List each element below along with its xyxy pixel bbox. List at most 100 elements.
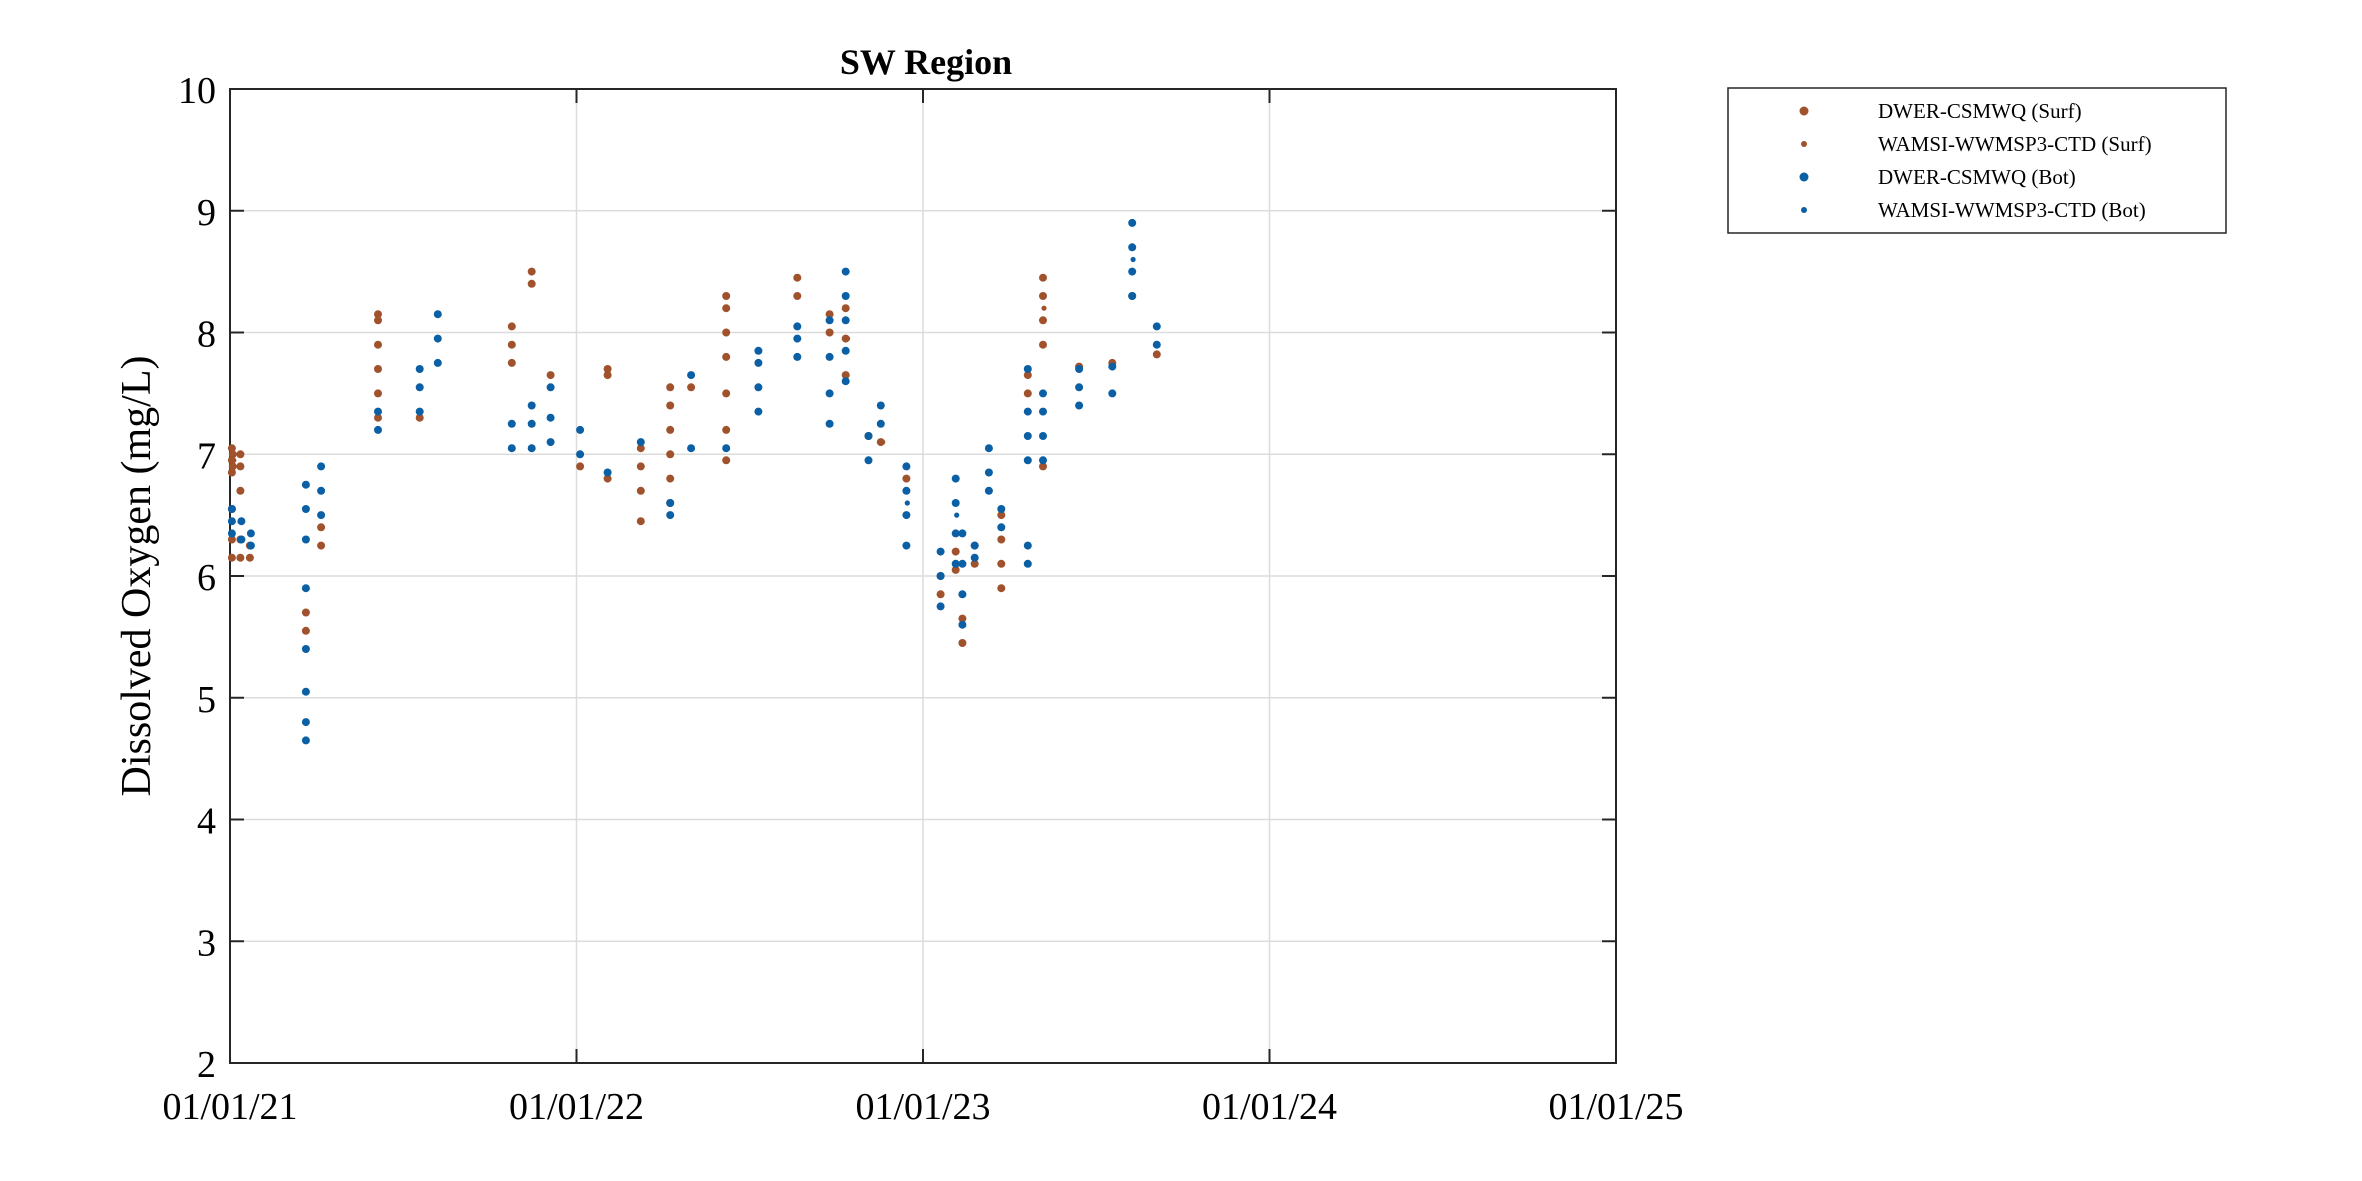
data-point xyxy=(1128,243,1137,252)
data-point xyxy=(317,523,326,532)
data-point xyxy=(237,535,246,544)
data-point xyxy=(841,377,850,386)
data-point xyxy=(317,511,326,520)
data-point xyxy=(374,316,382,325)
data-point xyxy=(527,419,536,428)
data-point xyxy=(825,310,834,319)
x-tick-label: 01/01/24 xyxy=(1202,1086,1337,1128)
data-point xyxy=(415,407,424,416)
data-point xyxy=(793,352,802,361)
legend-marker xyxy=(1801,141,1807,147)
data-point xyxy=(374,413,382,422)
data-point xyxy=(527,444,536,453)
data-point xyxy=(1023,432,1032,440)
data-point xyxy=(527,401,536,410)
legend-box xyxy=(1727,87,2227,234)
legend: DWER-CSMWQ (Surf) WAMSI-WWMSP3-CTD (Surf)… xyxy=(1727,87,2227,234)
data-point xyxy=(825,419,834,428)
data-point xyxy=(1075,401,1084,410)
data-point xyxy=(227,505,236,513)
y-tick-label: 8 xyxy=(197,314,216,356)
data-point xyxy=(301,687,310,696)
data-point xyxy=(374,407,382,416)
data-point xyxy=(246,529,255,538)
data-point xyxy=(902,511,911,520)
legend-label: DWER-CSMWQ (Bot) xyxy=(1878,165,2076,189)
data-point xyxy=(1108,389,1117,398)
data-point xyxy=(236,450,245,459)
data-point xyxy=(997,584,1006,593)
data-point xyxy=(230,518,236,524)
data-point xyxy=(722,352,731,361)
data-point xyxy=(576,462,585,471)
legend-label: WAMSI-WWMSP3-CTD (Bot) xyxy=(1878,198,2146,222)
data-point xyxy=(876,419,885,428)
data-point xyxy=(754,346,763,355)
y-tick-label: 7 xyxy=(197,435,216,477)
data-point xyxy=(636,517,645,526)
data-point xyxy=(841,346,850,355)
data-point xyxy=(902,486,911,495)
data-point xyxy=(1075,365,1084,373)
y-tick-label: 9 xyxy=(197,192,216,234)
data-point xyxy=(936,590,945,599)
data-point xyxy=(844,293,850,299)
data-point xyxy=(902,462,911,471)
y-tick-label: 3 xyxy=(197,922,216,964)
y-tick-label: 6 xyxy=(197,557,216,599)
data-point xyxy=(301,645,310,653)
data-point xyxy=(951,474,960,483)
data-point xyxy=(1039,340,1047,349)
data-point xyxy=(1039,407,1047,416)
data-point xyxy=(415,383,424,392)
data-point xyxy=(958,620,967,629)
data-point xyxy=(841,316,850,325)
data-point xyxy=(951,565,960,574)
x-ticks: 01/01/21 01/01/22 01/01/23 01/01/24 01/01/25 xyxy=(162,89,1684,1128)
data-point xyxy=(722,292,731,300)
data-point xyxy=(317,541,326,550)
y-ticks: 2 3 4 5 6 7 8 9 10 xyxy=(178,70,1616,1086)
data-point xyxy=(301,480,310,489)
data-point xyxy=(1108,362,1117,371)
data-point xyxy=(958,614,967,623)
grid-lines xyxy=(229,88,1617,1064)
legend-label: DWER-CSMWQ (Surf) xyxy=(1878,99,2082,123)
data-point xyxy=(666,511,675,520)
data-point xyxy=(687,383,696,392)
data-point xyxy=(825,328,834,337)
data-point xyxy=(754,383,763,392)
data-point xyxy=(958,529,967,538)
data-point xyxy=(228,462,237,471)
data-point xyxy=(546,413,555,422)
data-point xyxy=(1023,456,1032,465)
data-point xyxy=(603,474,612,483)
data-point xyxy=(793,334,802,343)
data-point xyxy=(301,584,310,593)
data-point xyxy=(236,553,245,562)
data-point xyxy=(603,365,612,373)
data-point xyxy=(507,322,516,331)
y-tick-label: 10 xyxy=(178,70,216,112)
data-point xyxy=(722,304,731,313)
data-point xyxy=(301,718,310,727)
data-point xyxy=(317,486,326,495)
data-point xyxy=(415,365,424,373)
data-point xyxy=(793,292,802,300)
data-point xyxy=(228,450,237,459)
data-point xyxy=(546,371,555,380)
data-point xyxy=(1023,371,1032,380)
data-point xyxy=(841,304,850,313)
data-point xyxy=(1039,292,1047,300)
data-point xyxy=(576,450,585,459)
legend-marker xyxy=(1799,106,1809,116)
data-point xyxy=(603,371,612,380)
data-point xyxy=(1128,218,1137,227)
data-point xyxy=(1039,462,1047,471)
data-point xyxy=(636,462,645,471)
legend-marker xyxy=(1799,172,1809,182)
data-point xyxy=(227,529,236,538)
data-point xyxy=(227,468,236,477)
data-point xyxy=(970,541,979,550)
data-point xyxy=(666,383,675,392)
